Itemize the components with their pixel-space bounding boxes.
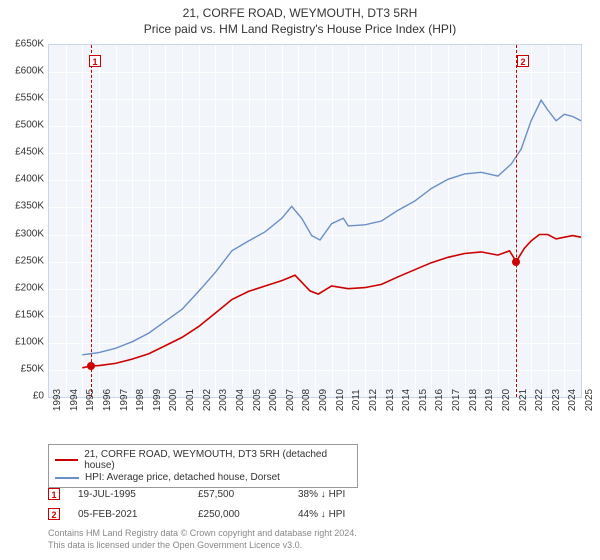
title-subtitle: Price paid vs. HM Land Registry's House … (0, 22, 600, 36)
footer-line1: Contains HM Land Registry data © Crown c… (48, 528, 357, 540)
x-tick-label: 1996 (102, 389, 113, 411)
legend-swatch (55, 477, 79, 479)
legend-label: 21, CORFE ROAD, WEYMOUTH, DT3 5RH (detac… (84, 449, 351, 471)
legend-item: 21, CORFE ROAD, WEYMOUTH, DT3 5RH (detac… (55, 449, 351, 471)
x-tick-label: 1997 (119, 389, 130, 411)
x-tick-label: 2008 (301, 389, 312, 411)
x-tick-label: 1995 (85, 389, 96, 411)
title-block: 21, CORFE ROAD, WEYMOUTH, DT3 5RH Price … (0, 0, 600, 36)
sale-marker-1: 1 (89, 55, 101, 67)
sales-row: 2 05-FEB-2021£250,00044% ↓ HPI (48, 504, 398, 524)
sales-row-date: 19-JUL-1995 (78, 489, 198, 500)
legend-swatch (55, 459, 78, 461)
x-tick-label: 2002 (202, 389, 213, 411)
x-tick-label: 1993 (52, 389, 63, 411)
series-price_paid (82, 235, 581, 368)
y-tick-label: £550K (15, 93, 44, 104)
legend-item: HPI: Average price, detached house, Dors… (55, 472, 351, 483)
y-tick-label: £350K (15, 201, 44, 212)
legend: 21, CORFE ROAD, WEYMOUTH, DT3 5RH (detac… (48, 444, 358, 488)
sale-marker-line (516, 45, 517, 397)
x-tick-label: 2007 (285, 389, 296, 411)
y-tick-label: £250K (15, 255, 44, 266)
sales-row: 1 19-JUL-1995£57,50038% ↓ HPI (48, 484, 398, 504)
sale-marker-2: 2 (517, 55, 529, 67)
title-address: 21, CORFE ROAD, WEYMOUTH, DT3 5RH (0, 6, 600, 20)
y-tick-label: £0 (33, 391, 44, 402)
y-tick-label: £450K (15, 147, 44, 158)
x-tick-label: 2001 (185, 389, 196, 411)
y-tick-label: £100K (15, 336, 44, 347)
y-tick-label: £150K (15, 309, 44, 320)
sales-row-date: 05-FEB-2021 (78, 509, 198, 520)
x-tick-label: 2012 (368, 389, 379, 411)
y-tick-label: £200K (15, 282, 44, 293)
sales-table: 1 19-JUL-1995£57,50038% ↓ HPI 2 05-FEB-2021… (48, 484, 398, 524)
x-tick-label: 2023 (551, 389, 562, 411)
sales-row-price: £57,500 (198, 489, 298, 500)
plot-area: 12 (48, 44, 582, 398)
sales-row-marker: 1 (48, 488, 60, 500)
x-tick-label: 2010 (335, 389, 346, 411)
sales-row-pct: 44% ↓ HPI (298, 509, 398, 520)
footer-text: Contains HM Land Registry data © Crown c… (48, 528, 357, 551)
x-tick-label: 1999 (152, 389, 163, 411)
x-tick-label: 2015 (418, 389, 429, 411)
series-hpi (82, 100, 581, 355)
y-tick-label: £500K (15, 120, 44, 131)
series-svg (49, 45, 581, 397)
x-tick-label: 2017 (451, 389, 462, 411)
sale-marker-line (91, 45, 92, 397)
x-tick-label: 2014 (401, 389, 412, 411)
x-tick-label: 2006 (268, 389, 279, 411)
x-tick-label: 2009 (318, 389, 329, 411)
y-tick-label: £50K (21, 363, 44, 374)
x-tick-label: 2018 (468, 389, 479, 411)
x-tick-label: 2000 (168, 389, 179, 411)
x-tick-label: 2025 (584, 389, 595, 411)
x-tick-label: 2020 (501, 389, 512, 411)
x-tick-label: 2021 (518, 389, 529, 411)
x-tick-label: 2024 (567, 389, 578, 411)
sale-dot (87, 362, 95, 370)
x-tick-label: 2019 (484, 389, 495, 411)
x-tick-label: 2013 (385, 389, 396, 411)
y-tick-label: £650K (15, 39, 44, 50)
footer-line2: This data is licensed under the Open Gov… (48, 540, 357, 552)
y-tick-label: £600K (15, 66, 44, 77)
legend-label: HPI: Average price, detached house, Dors… (85, 472, 280, 483)
sales-row-price: £250,000 (198, 509, 298, 520)
sales-row-pct: 38% ↓ HPI (298, 489, 398, 500)
sale-dot (512, 258, 520, 266)
sales-row-marker: 2 (48, 508, 60, 520)
y-tick-label: £300K (15, 228, 44, 239)
chart-container: 21, CORFE ROAD, WEYMOUTH, DT3 5RH Price … (0, 0, 600, 560)
x-tick-label: 1998 (135, 389, 146, 411)
x-tick-label: 2016 (434, 389, 445, 411)
x-tick-label: 2022 (534, 389, 545, 411)
y-tick-label: £400K (15, 174, 44, 185)
x-tick-label: 1994 (69, 389, 80, 411)
x-tick-label: 2011 (351, 389, 362, 411)
x-tick-label: 2004 (235, 389, 246, 411)
x-tick-label: 2003 (218, 389, 229, 411)
x-tick-label: 2005 (252, 389, 263, 411)
